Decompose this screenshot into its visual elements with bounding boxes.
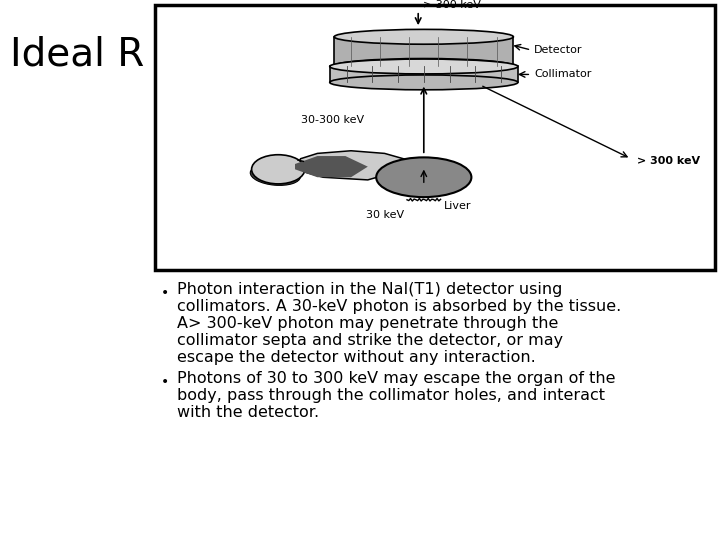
- Text: Detector: Detector: [534, 45, 582, 55]
- Text: A> 300-keV photon may penetrate through the: A> 300-keV photon may penetrate through …: [177, 316, 559, 331]
- Ellipse shape: [330, 59, 518, 74]
- Text: 30 keV: 30 keV: [366, 211, 404, 220]
- Text: > 300 keV: > 300 keV: [423, 0, 481, 10]
- Text: body, pass through the collimator holes, and interact: body, pass through the collimator holes,…: [177, 388, 605, 403]
- Polygon shape: [295, 156, 368, 177]
- Bar: [330, 66, 518, 83]
- Ellipse shape: [377, 157, 472, 197]
- Text: Liver: Liver: [444, 201, 471, 211]
- Polygon shape: [295, 151, 413, 180]
- Ellipse shape: [251, 155, 305, 184]
- Ellipse shape: [251, 164, 300, 185]
- Text: •: •: [161, 286, 169, 300]
- Text: 30-300 keV: 30-300 keV: [301, 115, 364, 125]
- Text: Photons of 30 to 300 keV may escape the organ of the: Photons of 30 to 300 keV may escape the …: [177, 371, 616, 386]
- Text: collimators. A 30-keV photon is absorbed by the tissue.: collimators. A 30-keV photon is absorbed…: [177, 299, 621, 314]
- Text: escape the detector without any interaction.: escape the detector without any interact…: [177, 350, 536, 365]
- Ellipse shape: [334, 58, 513, 73]
- Text: Collimator: Collimator: [534, 70, 592, 79]
- Bar: [155, 5, 715, 270]
- Text: > 300 keV: > 300 keV: [636, 157, 700, 166]
- Ellipse shape: [330, 75, 518, 90]
- Text: collimator septa and strike the detector, or may: collimator septa and strike the detector…: [177, 333, 563, 348]
- Ellipse shape: [334, 29, 513, 44]
- Text: with the detector.: with the detector.: [177, 405, 319, 420]
- Text: Ideal R: Ideal R: [10, 36, 144, 74]
- Text: Photon interaction in the NaI(T1) detector using: Photon interaction in the NaI(T1) detect…: [177, 282, 562, 297]
- Text: •: •: [161, 375, 169, 389]
- Bar: [334, 37, 513, 66]
